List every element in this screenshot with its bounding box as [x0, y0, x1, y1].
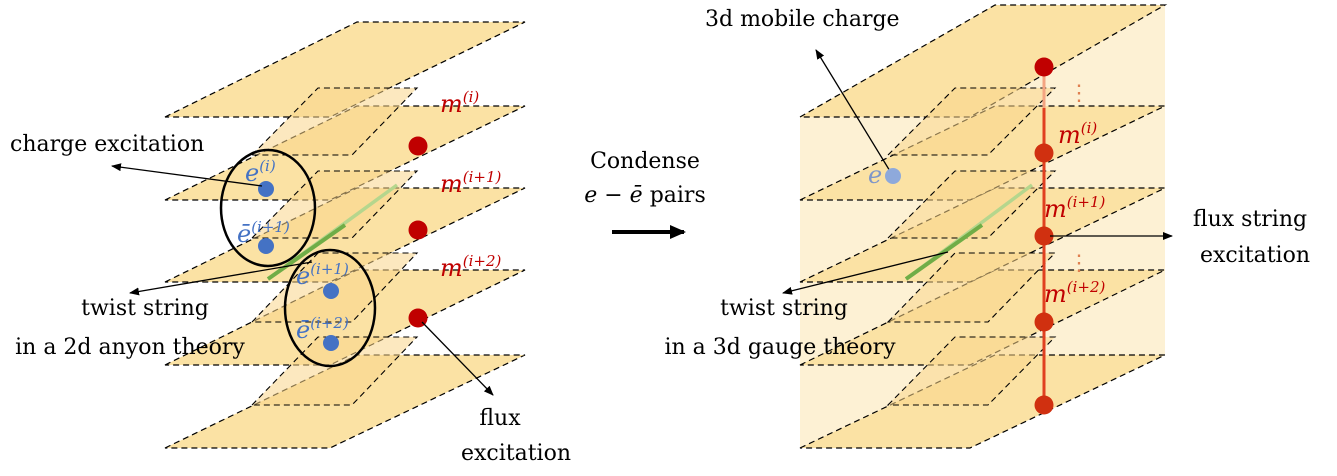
left-flux-dot-2	[408, 220, 428, 240]
left-flux-text-2: excitation	[461, 441, 571, 466]
right-dots-2: ⋮	[1068, 251, 1090, 276]
left-twist-text-1: twist string	[81, 296, 209, 321]
left-flux-label-2: m(i+1)	[440, 168, 502, 198]
left-inner-2	[250, 170, 419, 239]
left-charge-label-4: ē(i+2)	[296, 314, 349, 344]
right-panel: ⋮ ⋮ m(i) m(i+1) m(i+2) e 3d mobile charg…	[664, 4, 1310, 449]
right-plane-1	[797, 4, 1168, 118]
condense-pairs: e − ē pairs	[584, 183, 706, 208]
right-mobile-charge-dot	[885, 168, 901, 184]
right-mobile-arrow	[815, 49, 894, 177]
condense-text: Condense	[590, 149, 700, 174]
left-charge-text: charge excitation	[10, 132, 204, 157]
middle-condense: Condense e − ē pairs	[584, 149, 706, 239]
left-pair-ellipse-2	[283, 248, 377, 368]
right-flux-node-2	[1034, 143, 1054, 163]
right-inner-2	[886, 170, 1057, 239]
left-charge-dot-3	[323, 283, 339, 299]
right-flux-node-3	[1034, 226, 1054, 246]
left-charge-dot-4	[323, 335, 339, 351]
left-charge-arrow	[111, 163, 263, 187]
left-charge-label-1: e(i)	[245, 157, 276, 187]
left-inner-1	[250, 87, 419, 156]
left-charge-label-3: e(i+1)	[296, 260, 349, 290]
left-flux-label-3: m(i+2)	[440, 252, 502, 282]
right-flux-node-4	[1034, 312, 1054, 332]
right-inner-3	[886, 252, 1057, 323]
right-flux-node-5	[1034, 395, 1054, 415]
left-twist-arrow	[129, 261, 313, 296]
left-flux-arrow	[421, 321, 494, 396]
left-charge-dot-1	[258, 181, 274, 197]
right-mobile-e-label: e	[868, 161, 882, 189]
left-panel: e(i) ē(i+1) e(i+1) ē(i+2) m(i) m(i+1) m(…	[10, 21, 571, 466]
right-mobile-text: 3d mobile charge	[705, 7, 900, 32]
left-pair-ellipse-1	[219, 148, 317, 268]
left-flux-dot-1	[408, 136, 428, 156]
left-flux-text-1: flux	[479, 406, 521, 431]
right-dots-1: ⋮	[1068, 81, 1090, 106]
right-flux-label-1: m(i)	[1058, 119, 1097, 149]
right-flux-label-2: m(i+1)	[1044, 193, 1106, 223]
left-twist-string	[266, 223, 347, 281]
right-twist-string	[904, 223, 984, 281]
right-inner-1	[886, 87, 1057, 156]
right-flux-label-3: m(i+2)	[1044, 278, 1106, 308]
left-plane-1	[164, 21, 526, 118]
left-inner-4	[250, 336, 419, 406]
left-twist-text-2: in a 2d anyon theory	[15, 335, 245, 360]
right-twist-arrow	[782, 251, 949, 295]
right-inner-4	[886, 336, 1057, 406]
right-twist-text-1: twist string	[720, 296, 848, 321]
right-flux-text-1: flux string	[1193, 207, 1307, 232]
left-charge-label-2: ē(i+1)	[237, 218, 290, 248]
left-charge-dot-2	[258, 238, 274, 254]
left-flux-label-1: m(i)	[440, 88, 479, 118]
right-flux-node-1	[1034, 57, 1054, 77]
right-flux-text-2: excitation	[1200, 243, 1310, 268]
right-twist-text-2: in a 3d gauge theory	[664, 335, 896, 360]
